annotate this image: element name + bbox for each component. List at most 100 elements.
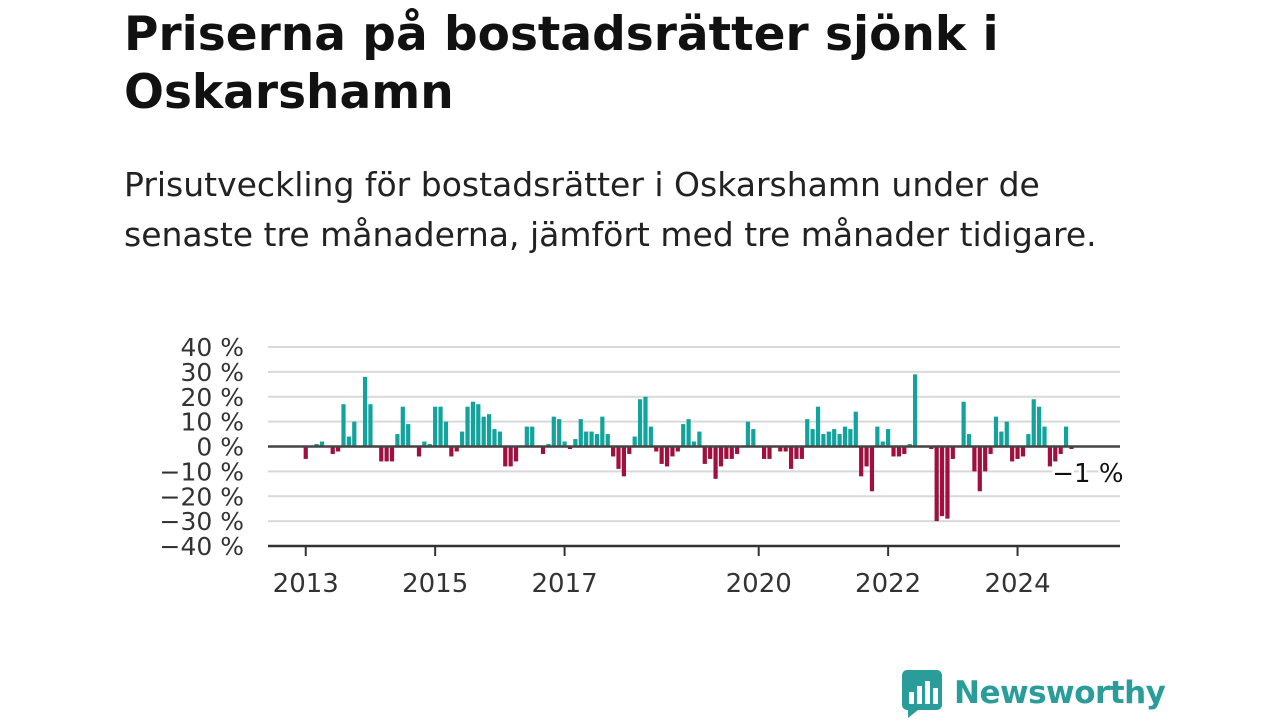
bar (729, 446, 734, 459)
bar (912, 374, 918, 447)
bar (557, 419, 562, 447)
bar (745, 421, 751, 447)
bar (659, 446, 664, 464)
bar (1015, 446, 1020, 459)
bar (476, 404, 481, 447)
bar (303, 446, 308, 459)
y-tick-label: −10 % (160, 457, 244, 486)
bar (384, 446, 389, 462)
bar (530, 426, 535, 447)
bar (1020, 446, 1026, 457)
bar (681, 424, 686, 447)
bar (524, 426, 529, 447)
bar (886, 429, 891, 447)
bar (368, 404, 373, 447)
bar (1047, 446, 1053, 467)
bar (762, 446, 767, 459)
y-tick-label: 0 % (196, 433, 244, 462)
y-tick-label: −30 % (160, 507, 244, 536)
bar (972, 446, 977, 472)
x-tick-label: 2013 (273, 569, 339, 599)
bar (438, 406, 443, 447)
bar (751, 429, 756, 447)
bar (621, 446, 627, 477)
bar (902, 446, 907, 454)
bar (1010, 446, 1015, 462)
bar (406, 424, 411, 447)
latest-value-label: −1 % (1052, 459, 1123, 489)
bar (896, 446, 902, 457)
x-tick-label: 2017 (531, 569, 597, 599)
bar (853, 411, 858, 447)
bar (1026, 434, 1031, 447)
bar (691, 441, 697, 447)
bar (718, 446, 724, 467)
bar (637, 399, 643, 447)
bar (341, 404, 346, 447)
bar (551, 416, 556, 447)
bar (702, 446, 707, 464)
brand-name: Newsworthy (954, 675, 1166, 711)
bar (648, 426, 653, 447)
bar (352, 421, 357, 447)
bar (1037, 406, 1042, 447)
y-tick-label: 10 % (180, 408, 244, 437)
y-tick-label: −20 % (160, 482, 244, 511)
bar (605, 434, 610, 447)
bar (891, 446, 896, 457)
bar (983, 446, 988, 472)
bar (697, 431, 702, 447)
bar (1031, 399, 1036, 447)
y-tick-label: 20 % (180, 383, 244, 412)
bar (379, 446, 384, 462)
bar (589, 431, 594, 447)
y-tick-label: 40 % (180, 333, 244, 362)
bar (508, 446, 513, 467)
bar (362, 376, 368, 447)
bar (443, 421, 449, 447)
bar (573, 439, 578, 447)
bar (540, 446, 546, 454)
bar (805, 419, 810, 447)
bar (950, 446, 955, 459)
bar (330, 446, 335, 454)
bar (562, 441, 567, 447)
bar (934, 446, 939, 522)
bar (389, 446, 395, 462)
bar (713, 446, 718, 479)
bar (939, 446, 945, 517)
bar (454, 446, 459, 452)
bar (767, 446, 772, 459)
bar (460, 431, 465, 447)
bars (303, 374, 1074, 522)
bar (497, 431, 502, 447)
bar (1004, 421, 1009, 447)
bar (864, 446, 869, 467)
bar (794, 446, 799, 459)
bar (400, 406, 405, 447)
bar (826, 431, 831, 447)
bar (799, 446, 804, 459)
bar (578, 419, 583, 447)
bar (1053, 446, 1058, 462)
bar (880, 441, 885, 447)
bar (643, 396, 648, 447)
bar (416, 446, 422, 457)
bar (783, 446, 788, 452)
bar (481, 416, 486, 447)
bar (513, 446, 519, 462)
brand: Newsworthy (900, 668, 1166, 718)
bar (336, 446, 341, 452)
chart-subtitle: Prisutveckling för bostadsrätter i Oskar… (124, 165, 1097, 254)
bar (724, 446, 729, 459)
bar (837, 434, 842, 447)
bar (632, 436, 637, 447)
bar (977, 446, 982, 492)
bar (961, 401, 966, 447)
bar (470, 401, 476, 447)
bar (966, 434, 972, 447)
bar (821, 434, 826, 447)
bar (875, 426, 880, 447)
bar (788, 446, 794, 469)
